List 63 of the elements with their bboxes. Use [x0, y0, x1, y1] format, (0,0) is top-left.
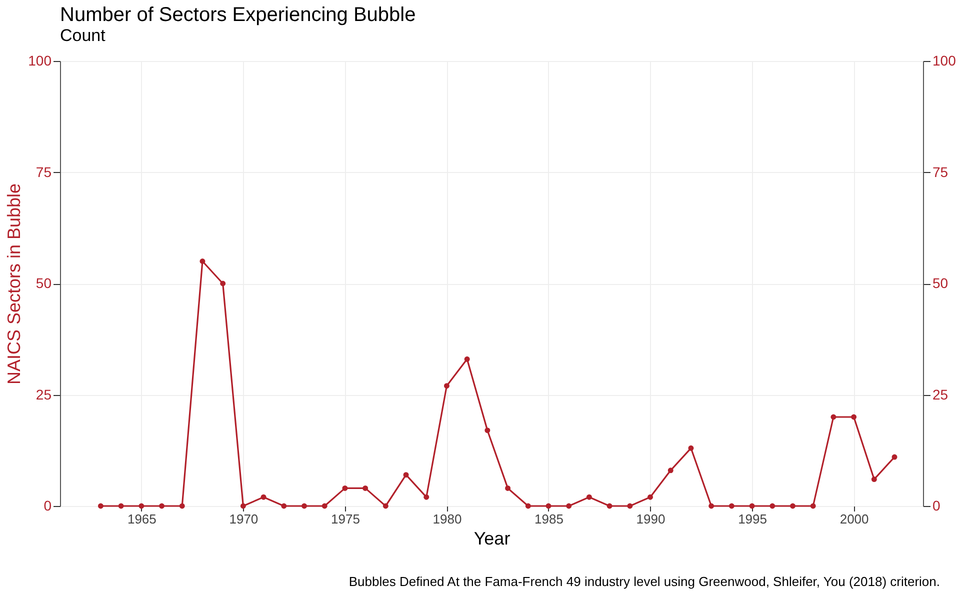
point — [728, 503, 734, 509]
point — [484, 428, 490, 434]
y-tick-label: 0 — [44, 498, 52, 514]
point — [302, 503, 307, 509]
point — [382, 503, 388, 509]
point — [444, 383, 450, 389]
y-tick-label: 50 — [36, 275, 52, 291]
y-tick-label: 100 — [28, 52, 52, 68]
point — [546, 503, 552, 509]
point — [525, 503, 531, 509]
x-tick-label: 1970 — [229, 512, 258, 526]
text: Bubbles Defined At the Fama-French 49 industry level using Greenwood, Shleifer, You (2018) criterion. — [348, 574, 940, 589]
point — [851, 414, 857, 420]
x-axis-title: Year — [474, 528, 510, 548]
point — [200, 258, 206, 264]
y2-tick-label: 50 — [932, 275, 948, 291]
x-tick-label: 1995 — [738, 512, 767, 526]
y-tick-label: 75 — [36, 164, 52, 180]
point — [810, 503, 816, 509]
point — [668, 468, 674, 474]
point — [403, 472, 409, 478]
point — [98, 503, 104, 509]
point — [281, 503, 287, 509]
point — [342, 485, 348, 491]
point — [790, 503, 796, 509]
point — [708, 503, 714, 509]
point — [892, 454, 898, 460]
x-tick-label: 1985 — [534, 512, 564, 526]
x-tick-label: 1990 — [636, 512, 666, 526]
point — [749, 503, 755, 509]
point — [566, 503, 572, 509]
point — [362, 485, 368, 491]
y2-tick-label: 25 — [932, 386, 948, 402]
point — [322, 503, 328, 509]
y-axis-title: NAICS Sectors in Bubble — [4, 183, 24, 385]
y2-tick-label: 100 — [932, 52, 956, 68]
point — [830, 414, 836, 420]
point — [648, 494, 653, 500]
point — [138, 503, 144, 509]
x-tick-label: 1965 — [127, 512, 156, 526]
y2-tick-label: 75 — [932, 164, 948, 180]
point — [770, 503, 776, 509]
point — [871, 476, 877, 482]
point — [260, 494, 266, 500]
point — [118, 503, 124, 509]
point — [505, 485, 511, 491]
y-tick-label: 25 — [36, 386, 52, 402]
point — [220, 280, 226, 286]
chart-title: Number of Sectors Experiencing Bubble — [60, 4, 416, 26]
x-tick-label: 1975 — [330, 512, 360, 526]
point — [688, 445, 694, 451]
point — [464, 356, 470, 362]
point — [159, 503, 165, 509]
point — [586, 494, 592, 500]
point — [240, 503, 246, 509]
point — [179, 503, 185, 509]
x-tick-label: 1980 — [432, 512, 462, 526]
y2-tick-label: 0 — [932, 498, 940, 514]
chart-subtitle: Count — [60, 26, 106, 45]
point — [424, 494, 430, 500]
x-tick-label: 2000 — [840, 512, 869, 526]
point — [627, 503, 633, 509]
point — [606, 503, 612, 509]
